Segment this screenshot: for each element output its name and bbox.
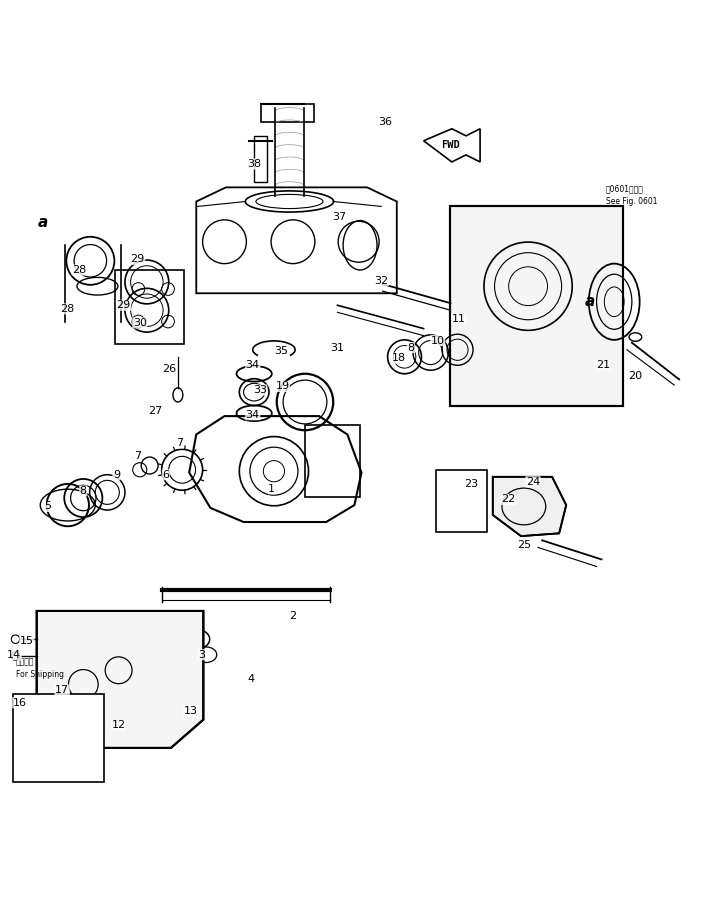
Text: 8: 8 (407, 343, 414, 353)
Text: 11: 11 (452, 314, 466, 324)
Text: 13: 13 (184, 706, 198, 716)
Text: 30: 30 (133, 318, 147, 328)
Bar (450, 206, 623, 406)
Text: 34: 34 (246, 360, 260, 370)
Bar (450, 206, 623, 406)
Polygon shape (493, 477, 566, 536)
Text: 20: 20 (628, 371, 642, 381)
Text: 10: 10 (431, 336, 445, 346)
Text: 29: 29 (131, 255, 145, 265)
Text: 32: 32 (374, 275, 388, 285)
Text: 26: 26 (162, 364, 176, 374)
Polygon shape (37, 611, 203, 748)
Text: See Fig. 0601: See Fig. 0601 (606, 197, 657, 206)
Text: 18: 18 (392, 353, 406, 364)
Text: 4: 4 (247, 674, 254, 684)
Text: 36: 36 (378, 117, 392, 127)
Text: 19: 19 (275, 382, 289, 392)
Text: 25: 25 (517, 540, 531, 550)
Text: 38: 38 (247, 159, 261, 169)
Text: 7: 7 (134, 451, 141, 461)
Text: 37: 37 (332, 212, 346, 222)
Text: 24: 24 (526, 477, 540, 487)
Bar (261, 104, 314, 122)
Text: 3: 3 (198, 650, 205, 660)
Text: 運搬部品: 運搬部品 (16, 657, 34, 666)
Text: 7: 7 (176, 438, 184, 448)
Text: 17: 17 (55, 685, 69, 695)
Text: 34: 34 (246, 410, 260, 419)
Bar (115, 270, 184, 344)
Text: 33: 33 (253, 385, 267, 395)
Text: 23: 23 (465, 479, 479, 489)
Text: 1: 1 (268, 484, 275, 494)
Bar (254, 136, 267, 182)
Text: 28: 28 (72, 265, 86, 275)
Text: 2: 2 (289, 611, 297, 621)
Text: 9: 9 (113, 470, 120, 480)
Text: 21: 21 (597, 360, 611, 370)
Text: 8: 8 (80, 486, 87, 496)
Text: 5: 5 (44, 501, 52, 511)
Text: 刔0601図参照: 刔0601図参照 (606, 184, 644, 194)
Text: 12: 12 (112, 720, 126, 730)
Bar (13, 694, 104, 782)
Text: 16: 16 (13, 698, 27, 707)
Polygon shape (424, 129, 480, 162)
Bar (305, 426, 360, 498)
Text: a: a (585, 294, 594, 310)
Text: 31: 31 (330, 343, 345, 353)
Text: 14: 14 (7, 650, 21, 660)
Text: a: a (37, 215, 47, 230)
Text: FWD: FWD (441, 140, 460, 150)
Text: 6: 6 (162, 470, 169, 480)
Bar (436, 470, 487, 532)
Text: For Shipping: For Shipping (16, 670, 64, 679)
Text: 27: 27 (148, 406, 162, 416)
Text: 22: 22 (501, 494, 515, 504)
Text: 29: 29 (116, 301, 131, 310)
Text: 28: 28 (60, 304, 74, 314)
Text: 15: 15 (20, 635, 34, 645)
Text: 35: 35 (274, 346, 288, 356)
